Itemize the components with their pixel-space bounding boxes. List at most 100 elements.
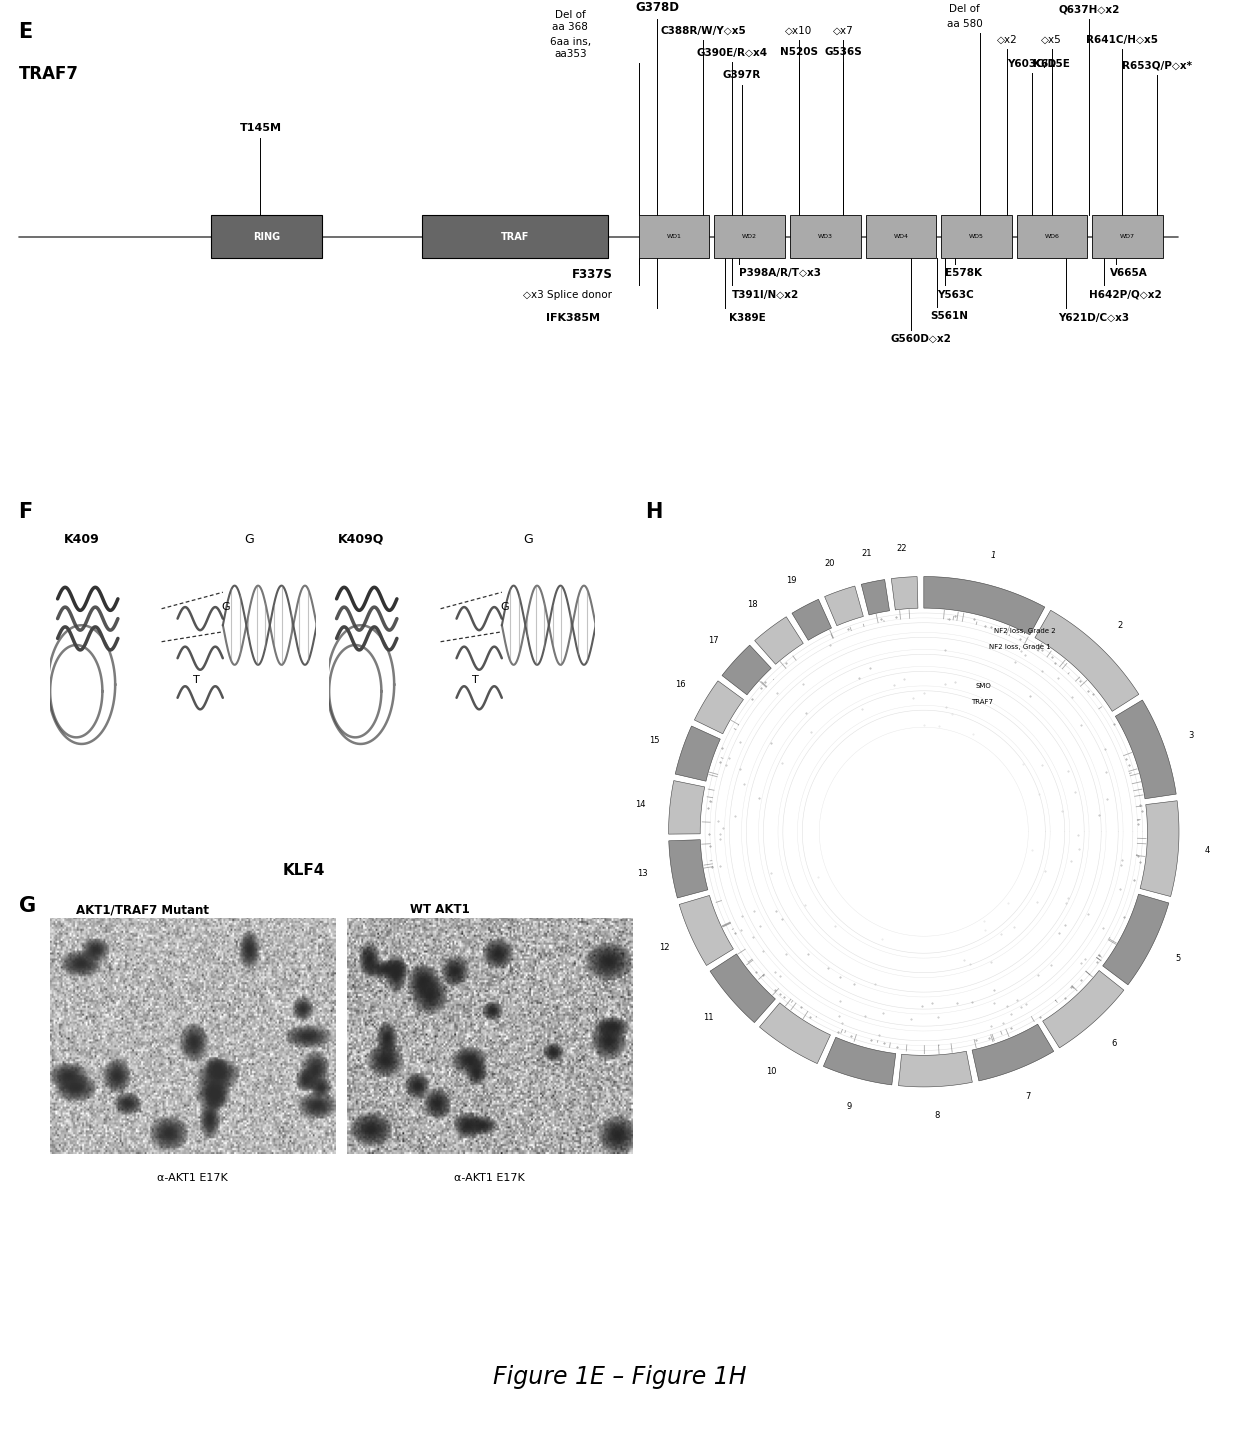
Text: E578K: E578K [945,268,982,278]
Polygon shape [759,1002,831,1064]
Text: 6aa ins,: 6aa ins, [549,37,591,47]
Text: Y563C: Y563C [937,290,975,300]
Text: H642P/Q◇x2: H642P/Q◇x2 [1089,290,1162,300]
Text: KLF4: KLF4 [283,863,325,878]
Text: K409Q: K409Q [337,533,383,546]
Polygon shape [1043,971,1123,1048]
Text: WD4: WD4 [893,234,909,239]
Text: TRAF7: TRAF7 [19,65,78,83]
Polygon shape [899,1051,972,1087]
Text: R641C/H◇x5: R641C/H◇x5 [1086,34,1158,44]
Polygon shape [668,840,708,898]
Polygon shape [1115,700,1177,799]
Text: 22: 22 [897,543,908,552]
Text: T145M: T145M [239,123,281,133]
Text: T: T [472,675,479,684]
Text: 12: 12 [658,944,670,952]
Text: G378D: G378D [635,1,680,14]
Text: WD5: WD5 [970,234,983,239]
Text: ◇x7: ◇x7 [833,26,853,36]
Text: E: E [19,22,32,42]
Text: α-AKT1 E17K: α-AKT1 E17K [454,1173,526,1183]
Text: 16: 16 [675,680,686,690]
Polygon shape [892,576,918,609]
Text: Del of: Del of [950,4,980,14]
Text: T: T [193,675,200,684]
Text: NF2 loss, Grade 1: NF2 loss, Grade 1 [988,644,1050,650]
Text: 19: 19 [786,575,796,585]
Text: K389E: K389E [729,313,766,323]
Text: G397R: G397R [723,70,760,80]
FancyBboxPatch shape [639,215,709,258]
Polygon shape [680,895,733,965]
FancyBboxPatch shape [790,215,861,258]
Text: 14: 14 [636,800,646,809]
Text: T391I/N◇x2: T391I/N◇x2 [732,290,799,300]
Polygon shape [722,645,771,695]
Text: N520S: N520S [780,47,817,57]
Text: F: F [19,502,32,522]
FancyBboxPatch shape [211,215,322,258]
Text: AKT1/TRAF7 Mutant: AKT1/TRAF7 Mutant [76,903,210,916]
Text: TRAF7: TRAF7 [971,700,993,706]
FancyBboxPatch shape [714,215,785,258]
Text: 21: 21 [862,549,873,558]
Text: K615E: K615E [1033,59,1070,69]
Text: aa 580: aa 580 [947,19,982,29]
Text: ◇x5: ◇x5 [1042,34,1061,44]
Text: G536S: G536S [825,47,862,57]
Text: 15: 15 [650,736,660,744]
Polygon shape [694,681,744,734]
Text: 18: 18 [748,601,758,609]
Text: WD1: WD1 [667,234,681,239]
Text: G: G [523,533,533,546]
Text: 10: 10 [766,1067,776,1077]
Text: SMO: SMO [976,683,992,690]
Text: ◇x2: ◇x2 [997,34,1017,44]
Polygon shape [862,579,889,615]
Polygon shape [924,576,1045,635]
Text: R653Q/P◇x*: R653Q/P◇x* [1122,60,1192,70]
Polygon shape [825,587,863,625]
Text: G560D◇x2: G560D◇x2 [890,334,951,344]
Text: G: G [19,896,36,916]
Text: 9: 9 [847,1101,852,1111]
Text: 5: 5 [1176,954,1180,964]
Text: WT AKT1: WT AKT1 [410,903,470,916]
Text: G: G [221,602,229,612]
Text: ◇x3 Splice donor: ◇x3 Splice donor [523,290,613,300]
Polygon shape [972,1024,1054,1081]
Text: aa353: aa353 [554,49,587,59]
Text: G: G [244,533,254,546]
FancyBboxPatch shape [1092,215,1163,258]
Text: ◇x10: ◇x10 [785,26,812,36]
Polygon shape [792,599,832,641]
Text: 4: 4 [1205,846,1210,856]
Text: α-AKT1 E17K: α-AKT1 E17K [156,1173,228,1183]
Text: Del of: Del of [556,10,585,20]
Text: 20: 20 [825,559,836,568]
Text: 2: 2 [1117,621,1122,631]
Polygon shape [1140,800,1179,896]
Text: aa 368: aa 368 [553,22,588,32]
Text: 1: 1 [991,552,996,561]
Text: 8: 8 [934,1111,940,1120]
Text: G390E/R◇x4: G390E/R◇x4 [696,47,768,57]
Text: C388R/W/Y◇x5: C388R/W/Y◇x5 [660,26,746,36]
Polygon shape [1102,895,1169,985]
Text: Q637H◇x2: Q637H◇x2 [1058,4,1120,14]
Text: 6: 6 [1111,1040,1116,1048]
Text: 3: 3 [1189,731,1194,740]
FancyBboxPatch shape [866,215,936,258]
Text: NF2 loss, Grade 2: NF2 loss, Grade 2 [994,628,1055,634]
Text: S561N: S561N [930,311,968,321]
Text: WD7: WD7 [1120,234,1136,239]
Polygon shape [1035,611,1138,711]
Text: 7: 7 [1025,1091,1030,1101]
Text: 11: 11 [703,1012,714,1022]
FancyBboxPatch shape [1017,215,1087,258]
Text: WD3: WD3 [817,234,833,239]
Text: P398A/R/T◇x3: P398A/R/T◇x3 [739,268,821,278]
Text: Y621D/C◇x3: Y621D/C◇x3 [1058,313,1128,323]
Polygon shape [668,780,704,835]
